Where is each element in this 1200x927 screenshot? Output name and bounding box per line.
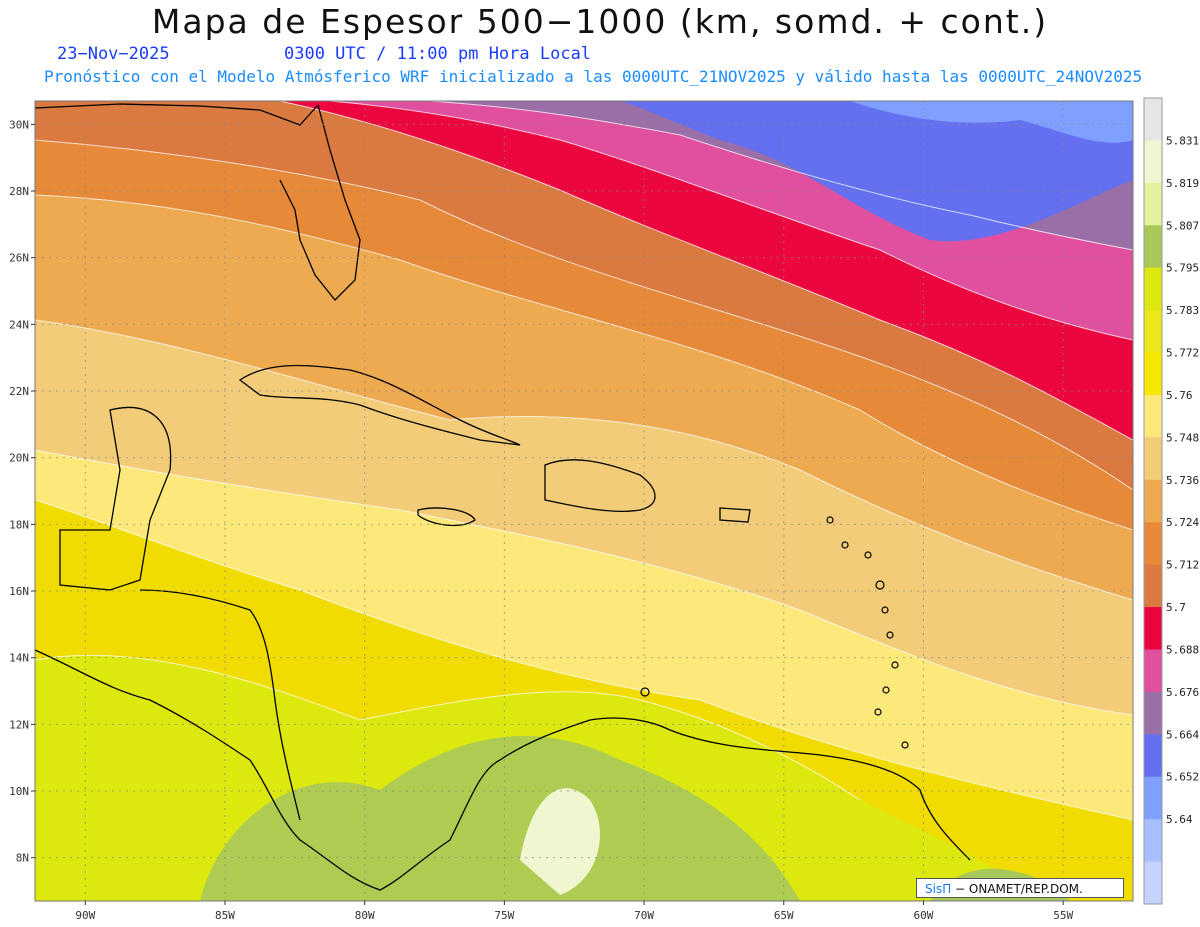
colorbar-swatch [1144, 394, 1162, 438]
coastlines [35, 103, 971, 891]
graticule [35, 101, 1133, 901]
lon-label: 85W [215, 909, 235, 922]
valid-date: 23−Nov−2025 [57, 44, 170, 64]
colorbar-swatch [1144, 479, 1162, 523]
colorbar-label: 5.64 [1166, 813, 1193, 826]
longitude-labels: 90W 85W 80W 75W 70W 65W 60W 55W [75, 901, 1073, 922]
colorbar-swatch [1144, 776, 1162, 820]
colorbar-label: 5.795 [1166, 262, 1199, 275]
colorbar-swatch [1144, 225, 1162, 269]
lon-label: 90W [75, 909, 95, 922]
lat-label: 12N [9, 718, 29, 731]
colorbar-swatch [1144, 819, 1162, 863]
colorbar-swatch [1144, 607, 1162, 650]
latitude-labels: 30N 28N 26N 24N 22N 20N 18N 16N 14N 12N 10N 8N [9, 118, 35, 865]
lon-label: 65W [774, 909, 794, 922]
lon-label: 75W [494, 909, 514, 922]
lon-label: 60W [914, 909, 934, 922]
colorbar-label: 5.819 [1166, 177, 1199, 190]
colorbar-label: 5.831 [1166, 134, 1199, 147]
colorbar-swatch [1144, 310, 1162, 354]
colorbar: 5.831 5.819 5.807 5.795 5.783 5.772 5.76 5.748 5… [1143, 97, 1199, 905]
lat-label: 8N [16, 852, 29, 865]
lat-label: 16N [9, 585, 29, 598]
lat-label: 26N [9, 252, 29, 265]
colorbar-swatch [1144, 140, 1162, 184]
colorbar-swatch [1144, 437, 1162, 481]
credit-brand: SisΠ [925, 882, 952, 896]
colorbar-label: 5.712 [1166, 559, 1199, 572]
colorbar-swatch [1144, 98, 1162, 141]
credit-text: − ONAMET/REP.DOM. [951, 882, 1083, 896]
colorbar-frame [1143, 97, 1163, 905]
colorbar-label: 5.676 [1166, 686, 1199, 699]
lat-label: 18N [9, 518, 29, 531]
credit-box: SisΠ − ONAMET/REP.DOM. [916, 878, 1124, 898]
colorbar-swatch [1144, 352, 1162, 396]
colorbar-label: 5.652 [1166, 771, 1199, 784]
colorbar-swatch [1144, 267, 1162, 311]
thickness-field [35, 101, 1133, 901]
colorbar-swatch [1144, 861, 1162, 905]
lat-label: 20N [9, 452, 29, 465]
colorbar-swatch [1144, 182, 1162, 226]
lon-label: 80W [355, 909, 375, 922]
colorbar-label: 5.7 [1166, 601, 1186, 614]
colorbar-swatch [1144, 734, 1162, 778]
map-frame [34, 100, 1134, 902]
valid-time: 0300 UTC / 11:00 pm Hora Local [284, 44, 592, 64]
lat-label: 22N [9, 385, 29, 398]
colorbar-label: 5.748 [1166, 431, 1199, 444]
lon-label: 70W [634, 909, 654, 922]
colorbar-label: 5.772 [1166, 347, 1199, 360]
colorbar-label: 5.664 [1166, 728, 1199, 741]
forecast-description: Pronóstico con el Modelo Atmósferico WRF… [44, 67, 1143, 86]
colorbar-label: 5.807 [1166, 219, 1199, 232]
lat-label: 14N [9, 652, 29, 665]
lat-label: 10N [9, 785, 29, 798]
map-title: Mapa de Espesor 500−1000 (km, somd. + co… [151, 2, 1049, 41]
lat-label: 30N [9, 118, 29, 131]
lat-label: 24N [9, 318, 29, 331]
colorbar-label: 5.736 [1166, 474, 1199, 487]
colorbar-label: 5.783 [1166, 304, 1199, 317]
colorbar-swatch [1144, 649, 1162, 693]
lon-label: 55W [1053, 909, 1073, 922]
colorbar-swatch [1144, 564, 1162, 608]
colorbar-label: 5.724 [1166, 516, 1199, 529]
colorbar-label: 5.76 [1166, 389, 1193, 402]
lat-label: 28N [9, 185, 29, 198]
colorbar-swatch [1144, 522, 1162, 566]
colorbar-swatch [1144, 691, 1162, 735]
colorbar-label: 5.688 [1166, 643, 1199, 656]
